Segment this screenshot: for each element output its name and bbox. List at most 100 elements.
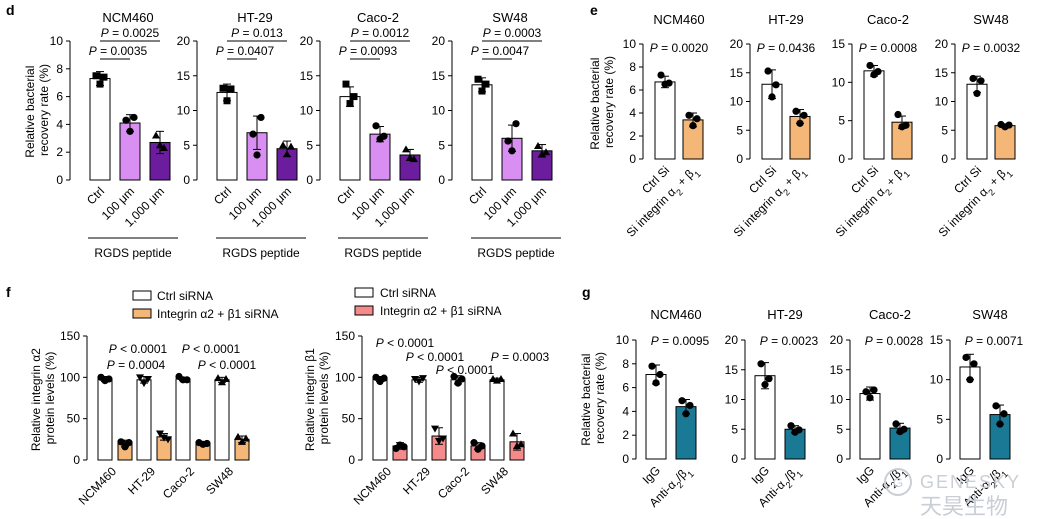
y-tick-label: 10	[50, 34, 64, 48]
p-value-label: P = 0.0028	[865, 334, 924, 348]
data-point	[410, 155, 418, 163]
y-tick-label: 6	[622, 381, 629, 395]
group-bracket-sw48: RGDS peptide	[471, 237, 561, 260]
p-value-label: P = 0.0025	[101, 26, 160, 40]
y-tick-label: 15	[432, 69, 446, 83]
y-tick-label: 100	[335, 370, 355, 384]
data-point	[105, 375, 113, 383]
p-value-label: P = 0.0047	[471, 44, 530, 58]
watermark-logo: G GENESKY 天昊生物	[884, 468, 1021, 519]
data-point	[372, 122, 380, 130]
watermark-latin: GENESKY	[920, 472, 1021, 492]
bar	[97, 378, 113, 461]
y-tick-label: 10	[830, 393, 844, 407]
y-tick-label: 15	[930, 333, 944, 347]
bar	[339, 96, 361, 181]
group-label: RGDS peptide	[222, 246, 300, 260]
chart-title: Caco-2	[869, 307, 911, 322]
p-value-label: P = 0.0093	[339, 44, 398, 58]
data-point	[1000, 410, 1008, 418]
data-point	[894, 110, 902, 119]
y-tick-label: 20	[830, 333, 844, 347]
data-point	[350, 93, 358, 101]
chart-title: SW48	[972, 307, 1007, 322]
y-tick-label: 5	[731, 422, 738, 436]
y-axis-title-line: Relative bacterial	[23, 66, 37, 158]
data-point	[795, 426, 803, 434]
data-point	[689, 122, 697, 130]
bar	[450, 379, 466, 461]
y-tick-label: 5	[183, 138, 190, 152]
legend-label-ctrl: Ctrl siRNA	[380, 286, 436, 300]
y-tick-label: 2	[622, 428, 629, 442]
data-point	[657, 71, 665, 79]
data-point	[866, 61, 874, 70]
data-point	[862, 388, 870, 396]
data-point	[761, 381, 769, 389]
data-point	[130, 113, 138, 122]
legend-swatch-integrin	[132, 308, 152, 319]
data-point	[152, 131, 160, 139]
y-tick-label: 0	[622, 452, 629, 466]
y-tick-label: 0	[629, 152, 636, 166]
x-tick-label: SW48	[478, 464, 511, 497]
y-axis-title-f-right: Relative integrin β1 protein levels (%)	[303, 345, 331, 451]
p-value-label: P = 0.0436	[757, 41, 816, 55]
y-tick-label: 10	[300, 104, 314, 118]
y-tick-label: 5	[838, 114, 845, 128]
data-point	[470, 439, 478, 447]
data-point	[100, 73, 108, 81]
y-tick-label: 20	[935, 37, 949, 51]
data-point	[218, 378, 226, 386]
y-tick-label: 10	[832, 75, 846, 89]
y-tick-label: 50	[67, 412, 81, 426]
data-point	[764, 67, 772, 75]
y-axis-title-f-left: Relative integrin α2 protein levels (%)	[29, 345, 57, 451]
y-tick-label: 10	[432, 104, 446, 118]
data-point	[478, 87, 486, 95]
p-value-label: P = 0.0020	[650, 41, 709, 55]
data-point	[402, 145, 410, 153]
y-tick-label: 0	[838, 152, 845, 166]
p-value-label: P = 0.0003	[483, 26, 542, 40]
data-point	[892, 420, 900, 428]
group-label: RGDS peptide	[344, 246, 422, 260]
bar	[654, 81, 676, 160]
y-axis-title-e: Relative bacterial recovery rate (%)	[588, 54, 616, 149]
bar	[214, 379, 230, 461]
data-point	[287, 142, 295, 150]
x-tick-label: SW48	[203, 464, 236, 497]
data-point	[117, 438, 125, 446]
panel-letter-f: f	[6, 284, 11, 300]
data-point	[866, 394, 874, 402]
p-value-label: P < 0.0001	[109, 342, 168, 356]
y-tick-label: 50	[342, 412, 356, 426]
y-tick-label: 15	[300, 69, 314, 83]
y-tick-label: 0	[941, 152, 948, 166]
bar	[994, 125, 1016, 160]
y-tick-label: 0	[936, 452, 943, 466]
data-point	[665, 79, 673, 87]
data-point	[435, 437, 443, 445]
group-bracket-ht29: RGDS peptide	[216, 237, 306, 260]
y-tick-label: 0	[836, 452, 843, 466]
data-point	[279, 141, 287, 149]
y-tick-label: 8	[622, 357, 629, 371]
y-tick-label: 0	[306, 173, 313, 187]
x-tick-label: Ctrl	[466, 184, 489, 207]
chart-title: HT-29	[237, 10, 272, 25]
data-point	[757, 360, 765, 368]
data-point	[219, 84, 227, 92]
chart-title: SW48	[973, 12, 1008, 27]
y-tick-label: 0	[73, 453, 80, 467]
bar	[489, 379, 505, 461]
legend-label-integrin: Integrin α2 + β1 siRNA	[380, 304, 502, 318]
data-point	[693, 115, 701, 123]
data-point	[458, 375, 466, 383]
